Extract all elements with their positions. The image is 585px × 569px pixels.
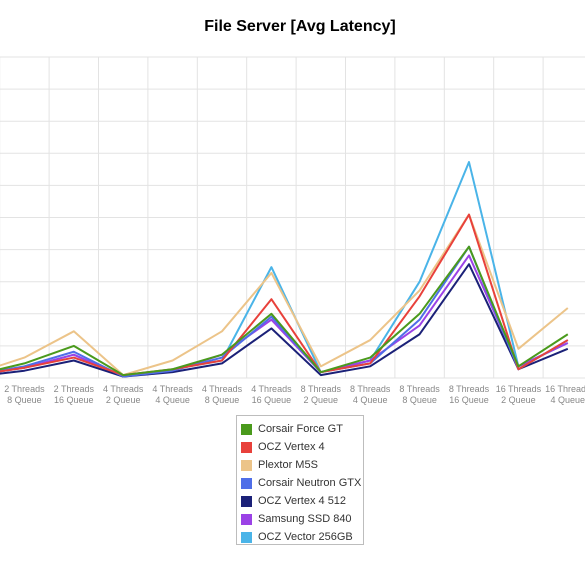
x-tick-label: 16 Threads 2 Queue bbox=[496, 384, 542, 405]
legend-label: Corsair Force GT bbox=[258, 423, 343, 435]
legend-label: OCZ Vertex 4 bbox=[258, 441, 325, 453]
legend-item: OCZ Vector 256GB bbox=[241, 528, 363, 546]
x-tick-label: 2 Threads 16 Queue bbox=[54, 384, 95, 405]
series-line-samsung-ssd-840 bbox=[0, 254, 569, 378]
legend-item: OCZ Vertex 4 bbox=[241, 438, 363, 456]
series-line-ocz-vector-256gb bbox=[0, 161, 569, 378]
x-tick-label: 8 Threads 8 Queue bbox=[399, 384, 440, 405]
chart-title: File Server [Avg Latency] bbox=[204, 18, 396, 35]
x-tick-label: 4 Threads 4 Queue bbox=[152, 384, 193, 405]
x-tick-label: 2 Threads 8 Queue bbox=[4, 384, 45, 405]
legend-swatch bbox=[241, 531, 252, 543]
series-line-corsair-neutron-gtx bbox=[0, 245, 569, 378]
legend: Corsair Force GT OCZ Vertex 4 Plextor M5S C… bbox=[236, 415, 364, 545]
legend-swatch bbox=[241, 477, 252, 489]
legend-swatch bbox=[241, 459, 252, 471]
x-tick-label: 8 Threads 16 Queue bbox=[449, 384, 490, 405]
legend-label: Corsair Neutron GTX bbox=[258, 477, 362, 489]
legend-item: Corsair Neutron GTX bbox=[241, 474, 363, 492]
legend-swatch bbox=[241, 441, 252, 453]
legend-item: Samsung SSD 840 bbox=[241, 510, 363, 528]
grid bbox=[0, 56, 585, 379]
legend-label: OCZ Vertex 4 512 bbox=[258, 495, 347, 507]
x-tick-label: 4 Threads 2 Queue bbox=[103, 384, 144, 405]
legend-swatch bbox=[241, 495, 252, 507]
legend-label: Plextor M5S bbox=[258, 459, 318, 471]
legend-swatch bbox=[241, 513, 252, 525]
legend-item: OCZ Vertex 4 512 bbox=[241, 492, 363, 510]
x-tick-label: 8 Threads 2 Queue bbox=[301, 384, 342, 405]
series-line-corsair-force-gt bbox=[0, 245, 569, 377]
legend-label: OCZ Vector 256GB bbox=[258, 531, 353, 543]
legend-item: Plextor M5S bbox=[241, 456, 363, 474]
x-tick-label: 4 Threads 8 Queue bbox=[202, 384, 243, 405]
legend-item: Corsair Force GT bbox=[241, 420, 363, 438]
series-line-ocz-vertex-4 bbox=[0, 213, 569, 377]
x-tick-label: 8 Threads 4 Queue bbox=[350, 384, 391, 405]
x-tick-label: 4 Threads 16 Queue bbox=[251, 384, 292, 405]
legend-label: Samsung SSD 840 bbox=[258, 513, 352, 525]
series-line-ocz-vertex-4-512 bbox=[0, 263, 569, 378]
series-lines bbox=[0, 161, 569, 378]
legend-swatch bbox=[241, 423, 252, 435]
